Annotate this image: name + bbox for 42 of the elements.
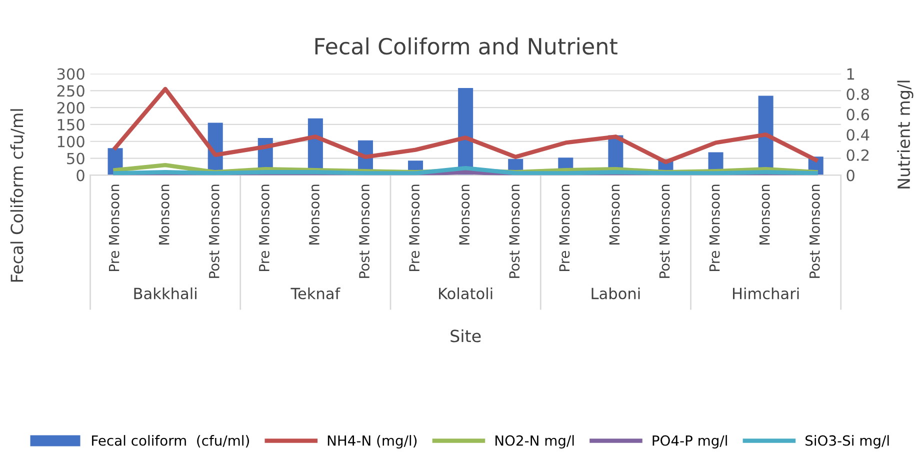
x-axis-title: Site <box>450 329 481 342</box>
y2-tick-label: 0.4 <box>846 129 870 141</box>
text: Kolatoli <box>439 287 492 300</box>
y2-tick-label: 0.8 <box>846 88 869 100</box>
y-tick-label: 150 <box>58 118 84 130</box>
y-tick-label: 100 <box>58 136 84 148</box>
text: Teknaf <box>290 287 340 300</box>
legend-label: Fecal coliform (cfu/ml) <box>92 435 249 448</box>
legend-label: PO4-P mg/l <box>652 435 727 448</box>
x-tick-label: Monsoon <box>459 184 470 244</box>
y-tick-label: 250 <box>57 85 84 97</box>
y-tick-label: 0 <box>76 170 84 182</box>
x-tick-label: Monsoon <box>760 184 770 244</box>
y2-tick-label: 0.6 <box>846 108 870 120</box>
x-tick-label: Post Monsoon <box>209 184 220 278</box>
y-tick-label: 200 <box>57 102 84 114</box>
y2-tick-label: 0.2 <box>846 149 868 161</box>
y-tick-label: 50 <box>67 152 84 164</box>
x-tick-label: Pre Monsoon <box>108 184 120 271</box>
y-tick-label: 300 <box>57 68 84 80</box>
x-tick-label: Post Monsoon <box>359 184 370 278</box>
x-tick-label: Post Monsoon <box>509 184 520 278</box>
x-tick-label: Pre Monsoon <box>259 184 270 271</box>
x-tick-label: Monsoon <box>309 184 320 244</box>
y2-axis-title: Nutrient mg/l <box>897 80 914 188</box>
x-tick-label: Post Monsoon <box>810 184 820 278</box>
y2-tick-label: 0 <box>846 170 854 182</box>
text: Himchari <box>733 287 799 300</box>
x-tick-label: Post Monsoon <box>659 184 670 278</box>
x-tick-label: Monsoon <box>609 184 620 244</box>
text: Bakkhali <box>134 287 196 300</box>
x-tick-label: Pre Monsoon <box>559 184 570 271</box>
legend-label: NH4-N (mg/l) <box>328 435 417 448</box>
text: Laboni <box>592 287 640 300</box>
chart-title: Fecal Coliform and Nutrient <box>315 37 618 55</box>
x-tick-label: Pre Monsoon <box>409 184 420 271</box>
y-axis-title: Fecal Coliform cfu/ml <box>10 109 25 282</box>
legend-label: NO2-N mg/l <box>496 435 574 448</box>
x-tick-label: Monsoon <box>159 184 170 244</box>
x-tick-label: Pre Monsoon <box>709 184 720 271</box>
y2-tick-label: 1 <box>847 68 854 80</box>
legend-label: SiO3-Si mg/l <box>806 435 889 448</box>
